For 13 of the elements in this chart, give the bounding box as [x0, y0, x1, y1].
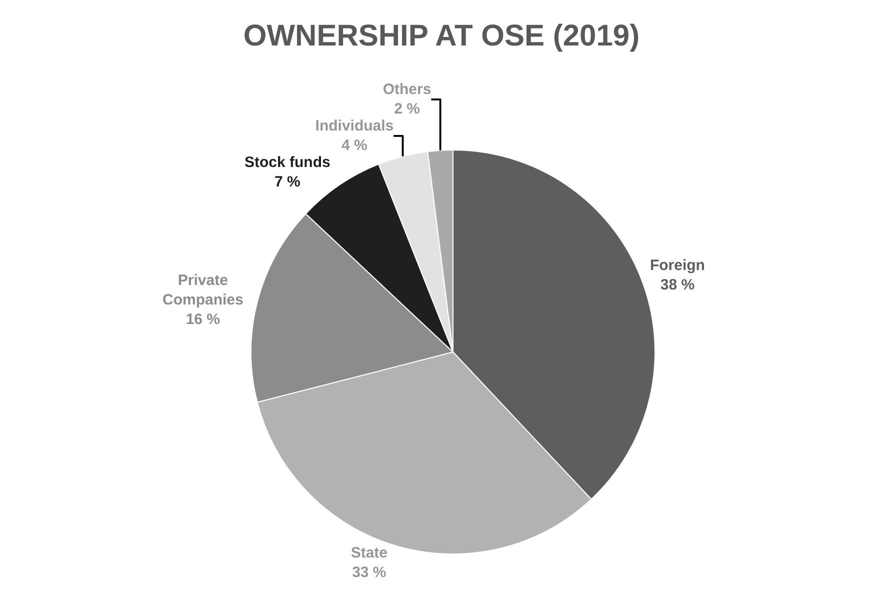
data-label: 4 %: [342, 137, 368, 154]
slice-label: Others: [382, 81, 432, 98]
data-label: 16 %: [186, 311, 220, 328]
slice-label: Stock funds: [244, 154, 330, 172]
data-label: 2 %: [394, 100, 420, 118]
data-label: 38 %: [660, 276, 695, 294]
slice-label: Individuals: [315, 118, 394, 135]
slice-label: State: [350, 544, 388, 562]
data-label: 33 %: [352, 564, 386, 582]
data-label: 7 %: [274, 174, 300, 191]
slice-label: Foreign: [650, 256, 705, 274]
slice-label: Private Companies: [162, 272, 244, 309]
chart-title: OWNERSHIP AT OSE (2019): [243, 20, 640, 53]
